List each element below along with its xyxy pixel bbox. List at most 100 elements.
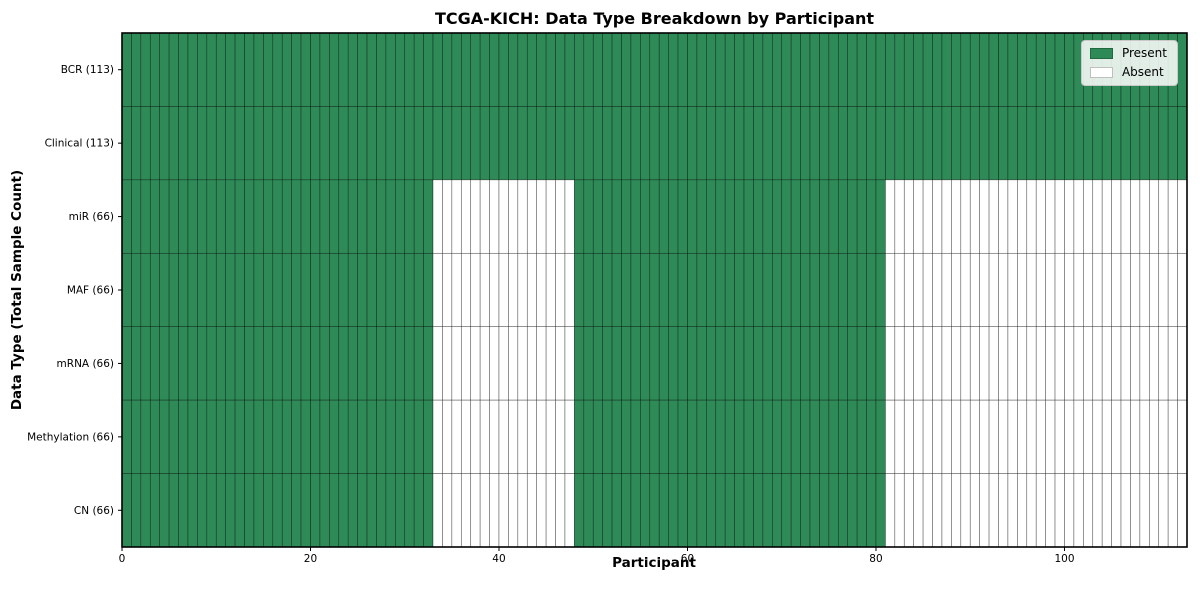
heatmap-cell xyxy=(715,106,726,181)
heatmap-cell xyxy=(1007,473,1018,548)
heatmap-cell xyxy=(357,399,368,474)
heatmap-cell xyxy=(385,179,396,254)
heatmap-cell xyxy=(451,32,462,107)
heatmap-cell xyxy=(376,473,387,548)
heatmap-cell xyxy=(941,179,952,254)
heatmap-cell xyxy=(790,326,801,401)
heatmap-cell xyxy=(592,252,603,328)
heatmap-cell xyxy=(329,32,340,107)
heatmap-cell xyxy=(574,32,585,107)
heatmap-cell xyxy=(772,106,783,181)
heatmap-cell xyxy=(800,32,811,107)
legend-label-absent: Absent xyxy=(1121,65,1164,79)
heatmap-cell xyxy=(432,252,443,328)
heatmap-cell xyxy=(1101,473,1112,548)
heatmap-cell xyxy=(442,399,453,474)
heatmap-cell xyxy=(1054,326,1065,401)
heatmap-cell xyxy=(658,399,669,474)
heatmap-cell xyxy=(1149,473,1160,548)
heatmap-cell xyxy=(837,399,849,474)
heatmap-cell xyxy=(706,399,717,474)
heatmap-cell xyxy=(922,252,933,328)
heatmap-cell xyxy=(951,179,962,254)
heatmap-cell xyxy=(225,106,236,181)
heatmap-cell xyxy=(1073,252,1084,328)
heatmap-cell xyxy=(979,106,990,181)
heatmap-cell xyxy=(404,399,415,474)
heatmap-cell xyxy=(498,179,509,254)
heatmap-cell xyxy=(1149,252,1160,328)
heatmap-cell xyxy=(574,106,585,181)
heatmap-cell xyxy=(1083,473,1094,548)
heatmap-cell xyxy=(706,326,717,401)
heatmap-cell xyxy=(385,473,396,548)
heatmap-cell xyxy=(621,473,632,548)
heatmap-cell xyxy=(140,252,151,328)
heatmap-cell xyxy=(1083,252,1094,328)
heatmap-cell xyxy=(809,326,820,401)
legend: Present Absent xyxy=(1080,40,1178,86)
heatmap-cell xyxy=(131,179,142,254)
heatmap-cell xyxy=(1035,326,1046,401)
heatmap-cell xyxy=(743,326,754,401)
heatmap-cell xyxy=(790,473,801,548)
heatmap-cell xyxy=(168,106,179,181)
heatmap-cell xyxy=(272,252,283,328)
heatmap-cell xyxy=(621,32,632,107)
heatmap-cell xyxy=(790,32,801,107)
heatmap-cell xyxy=(1177,252,1188,328)
heatmap-cell xyxy=(310,106,321,181)
heatmap-cell xyxy=(734,252,745,328)
heatmap-cell xyxy=(460,473,472,548)
heatmap-cell xyxy=(555,106,566,181)
heatmap-cell xyxy=(790,252,801,328)
heatmap-cell xyxy=(696,473,707,548)
heatmap-cell xyxy=(159,252,170,328)
heatmap-cell xyxy=(281,252,292,328)
heatmap-cell xyxy=(932,179,943,254)
y-tick-label: MAF (66) xyxy=(67,285,114,297)
heatmap-cell xyxy=(602,106,613,181)
heatmap-cell xyxy=(922,473,933,548)
heatmap-cell xyxy=(338,106,349,181)
heatmap-cell xyxy=(630,106,641,181)
heatmap-cell xyxy=(319,399,330,474)
heatmap-cell xyxy=(969,106,980,181)
heatmap-cell xyxy=(1007,326,1018,401)
heatmap-cell xyxy=(960,106,971,181)
heatmap-cell xyxy=(1045,32,1056,107)
heatmap-cell xyxy=(508,179,519,254)
heatmap-cell xyxy=(658,32,669,107)
heatmap-cell xyxy=(1045,179,1056,254)
heatmap-cell xyxy=(658,326,669,401)
heatmap-cell xyxy=(800,179,811,254)
heatmap-cell xyxy=(244,179,255,254)
heatmap-cell xyxy=(234,179,245,254)
y-axis-label: Data Type (Total Sample Count) xyxy=(9,169,25,411)
heatmap-cell xyxy=(866,252,877,328)
heatmap-cell xyxy=(508,252,519,328)
heatmap-cell xyxy=(574,399,585,474)
heatmap-cell xyxy=(508,326,519,401)
heatmap-cell xyxy=(809,399,820,474)
x-tick-label: 20 xyxy=(304,553,317,565)
heatmap-cell xyxy=(1035,473,1046,548)
heatmap-cell xyxy=(574,252,585,328)
heatmap-cell xyxy=(866,32,877,107)
heatmap-cell xyxy=(847,179,858,254)
heatmap-cell xyxy=(178,179,189,254)
heatmap-cell xyxy=(178,106,189,181)
heatmap-cell xyxy=(187,106,198,181)
heatmap-cell xyxy=(621,399,632,474)
legend-item-present: Present xyxy=(1089,47,1167,60)
heatmap-cell xyxy=(1017,106,1028,181)
heatmap-cell xyxy=(234,326,245,401)
heatmap-cell xyxy=(498,473,509,548)
heatmap-cell xyxy=(423,326,434,401)
heatmap-cell xyxy=(772,399,783,474)
heatmap-cell xyxy=(178,473,189,548)
heatmap-cell xyxy=(611,106,622,181)
heatmap-cell xyxy=(263,326,274,401)
heatmap-cell xyxy=(1101,179,1112,254)
